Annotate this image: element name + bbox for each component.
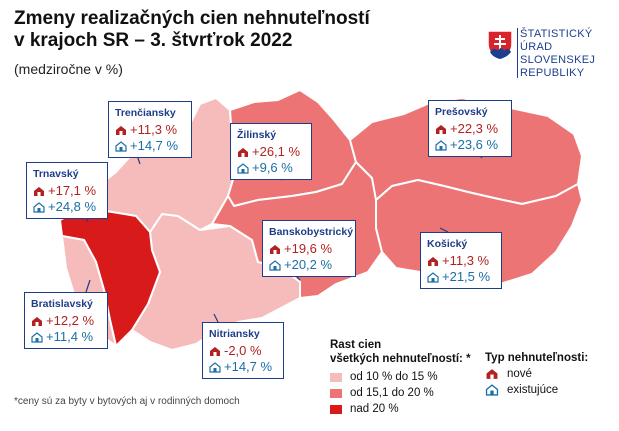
row-existing: +20,2 % (269, 257, 349, 273)
row-existing: +24,8 % (33, 199, 101, 215)
value-existing: +14,7 % (224, 359, 273, 374)
house-new-icon (486, 369, 498, 379)
logo-divider (517, 28, 518, 78)
value-new: +19,6 % (284, 241, 333, 256)
subtitle: (medziročne v %) (14, 61, 123, 77)
house-existing-icon (485, 384, 499, 396)
house-new-icon (210, 346, 220, 356)
value-existing: +23,6 % (450, 137, 499, 152)
row-new: +19,6 % (269, 241, 349, 257)
row-existing: +14,7 % (209, 359, 277, 375)
row-existing: +21,5 % (427, 269, 495, 285)
row-existing: +11,4 % (31, 329, 101, 345)
house-existing-icon (31, 331, 43, 343)
house-existing-icon (237, 162, 249, 174)
legend-label-low: od 10 % do 15 % (350, 371, 438, 383)
callout-trnavsky: Trnavský +17,1 % +24,8 % (26, 162, 108, 219)
swatch-mid (330, 388, 342, 398)
pointer-nitriansky (213, 313, 219, 323)
value-existing: +24,8 % (48, 199, 97, 214)
value-new: +11,3 % (130, 122, 178, 137)
house-new-icon (116, 125, 126, 135)
legend-item-existing: existujúce (485, 384, 588, 396)
title-line-1: Zmeny realizačných cien nehnuteľností (14, 8, 370, 29)
legend-item-low: od 10 % do 15 % (330, 370, 471, 384)
row-new: -2,0 % (209, 343, 277, 359)
region-name: Bratislavský (31, 298, 93, 310)
logo-text: ŠTATISTICKÝ ÚRAD SLOVENSKEJ REPUBLIKY (520, 28, 595, 80)
legend-item-high: nad 20 % (330, 402, 471, 416)
house-existing-icon (33, 201, 45, 213)
house-new-icon (238, 147, 248, 157)
value-new: +26,1 % (252, 144, 301, 159)
house-new-icon (32, 316, 42, 326)
value-new: -2,0 % (224, 343, 262, 358)
callout-bratislavsky: Bratislavský +12,2 % +11,4 % (24, 292, 108, 349)
slovak-coat-of-arms-icon (487, 30, 513, 60)
value-new: +11,3 % (442, 253, 490, 268)
logo-line: REPUBLIKY (520, 67, 585, 79)
row-new: +17,1 % (33, 183, 101, 199)
legend-label-mid: od 15,1 do 20 % (350, 387, 434, 399)
region-name: Prešovský (435, 106, 488, 118)
row-new: +11,3 % (115, 122, 185, 138)
region-name: Košický (427, 238, 468, 250)
house-existing-icon (269, 259, 281, 271)
region-name: Žilinský (237, 129, 277, 141)
swatch-high (330, 404, 342, 414)
logo-line: ÚRAD (520, 41, 553, 53)
callout-kosicky: Košický +11,3 % +21,5 % (420, 232, 502, 289)
value-new: +17,1 % (48, 183, 97, 198)
house-existing-icon (435, 139, 447, 151)
row-new: +12,2 % (31, 313, 101, 329)
callout-presovsky: Prešovský +22,3 % +23,6 % (428, 100, 512, 157)
value-existing: +14,7 % (130, 138, 179, 153)
house-existing-icon (209, 361, 221, 373)
footnote: *ceny sú za byty v bytových aj v rodinný… (14, 396, 240, 407)
legend-types-title: Typ nehnuteľnosti: (485, 352, 589, 364)
legend-item-new: nové (485, 368, 588, 380)
region-name: Banskobystrický (269, 226, 354, 238)
swatch-low (330, 372, 342, 382)
legend-label-new: nové (507, 368, 532, 380)
title-line-2: v krajoch SR – 3. štvrťrok 2022 (14, 30, 293, 51)
value-existing: +11,4 % (46, 329, 94, 344)
logo-line: ŠTATISTICKÝ (520, 28, 593, 40)
pointer-kosicky (439, 227, 449, 233)
row-new: +22,3 % (435, 121, 505, 137)
row-existing: +9,6 % (237, 160, 305, 176)
house-existing-icon (427, 271, 439, 283)
callout-banskobystricky: Banskobystrický +19,6 % +20,2 % (262, 220, 356, 277)
callout-trenciansky: Trenčiansky +11,3 % +14,7 % (108, 101, 192, 158)
house-new-icon (34, 186, 44, 196)
house-existing-icon (115, 140, 127, 152)
row-new: +26,1 % (237, 144, 305, 160)
value-existing: +20,2 % (284, 257, 333, 272)
region-name: Trnavský (33, 168, 79, 180)
logo-line: SLOVENSKEJ (520, 54, 596, 66)
legend-ranges-title-2: všetkých nehnuteľností: * (330, 353, 471, 365)
house-new-icon (428, 256, 438, 266)
value-new: +22,3 % (450, 121, 499, 136)
legend-ranges: Rast cien všetkých nehnuteľností: * od 1… (330, 338, 471, 416)
row-new: +11,3 % (427, 253, 495, 269)
house-new-icon (270, 244, 280, 254)
value-new: +12,2 % (46, 313, 95, 328)
region-name: Trenčiansky (115, 107, 176, 119)
callout-nitriansky: Nitriansky -2,0 % +14,7 % (202, 322, 284, 379)
row-existing: +23,6 % (435, 137, 505, 153)
house-new-icon (436, 124, 446, 134)
legend-types: Typ nehnuteľnosti: nové existujúce (485, 352, 588, 396)
pointer-bratislavsky (85, 279, 91, 293)
legend-label-existing: existujúce (507, 384, 559, 396)
value-existing: +21,5 % (442, 269, 491, 284)
page-title: Zmeny realizačných cien nehnuteľností v … (14, 8, 370, 52)
legend-ranges-title-1: Rast cien (330, 339, 382, 351)
legend-label-high: nad 20 % (350, 403, 399, 415)
callout-zilinsky: Žilinský +26,1 % +9,6 % (230, 123, 312, 180)
row-existing: +14,7 % (115, 138, 185, 154)
value-existing: +9,6 % (252, 160, 293, 175)
region-name: Nitriansky (209, 328, 260, 340)
legend-item-mid: od 15,1 do 20 % (330, 386, 471, 400)
